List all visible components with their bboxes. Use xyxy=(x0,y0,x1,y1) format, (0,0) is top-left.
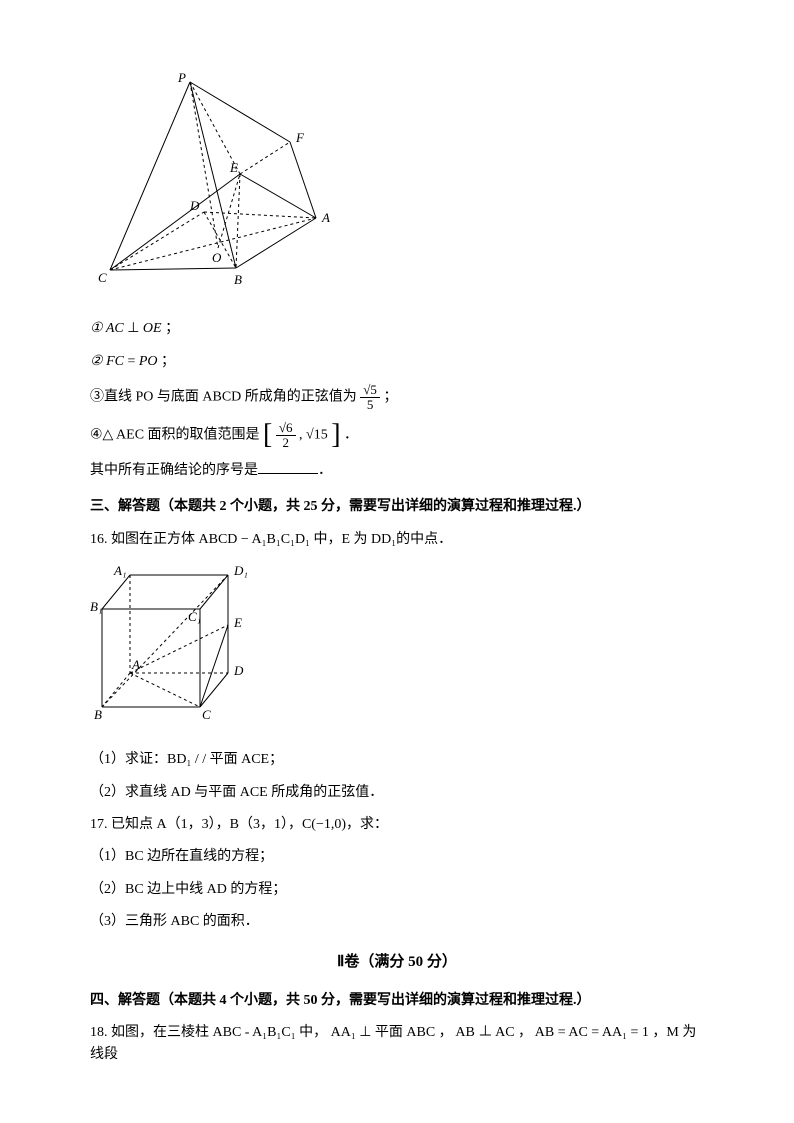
svg-text:E: E xyxy=(233,615,242,630)
section-4-heading: 四、解答题（本题共 4 个小题，共 50 分，需要写出详细的演算过程和推理过程.… xyxy=(90,990,704,1012)
svg-text:D: D xyxy=(233,663,244,678)
svg-text:C₁: C₁ xyxy=(188,609,201,624)
stmt3-post: ； xyxy=(383,390,397,405)
q17-part3: （3）三角形 ABC 的面积． xyxy=(90,911,704,933)
svg-text:A₁: A₁ xyxy=(113,563,126,578)
statement-4: ④△ AEC 面积的取值范围是 [ √6 2 , √15 ] ． xyxy=(90,421,704,449)
q17-part1: （1）BC 边所在直线的方程； xyxy=(90,846,704,868)
svg-text:C: C xyxy=(98,270,107,285)
stmt4-b: √15 xyxy=(306,428,328,443)
q16-part1: （1）求证：BD₁ / / 平面 ACE； xyxy=(90,749,704,771)
svg-text:C: C xyxy=(202,707,211,722)
statement-1: ① AC ⊥ OE ； xyxy=(90,318,704,340)
q17-text: 17. 已知点 A（1，3），B（3，1），C(−1,0)，求： xyxy=(90,814,704,836)
svg-text:A: A xyxy=(131,657,140,672)
figure-pyramid: P F E A D OB C xyxy=(90,70,704,308)
stmt3-pre: ③直线 PO 与底面 ABCD 所成角的正弦值为 xyxy=(90,390,357,405)
q18-text: 18. 如图，在三棱柱 ABC - A₁B₁C₁ 中， AA₁ ⊥ 平面 ABC… xyxy=(90,1022,704,1067)
section-3-heading: 三、解答题（本题共 2 个小题，共 25 分，需要写出详细的演算过程和推理过程.… xyxy=(90,496,704,518)
part2-heading: Ⅱ卷（满分 50 分） xyxy=(90,950,704,974)
svg-text:O: O xyxy=(212,250,222,265)
stmt4-end: ． xyxy=(344,428,358,443)
svg-text:A: A xyxy=(321,210,330,225)
figure-cube: A₁ D₁ B₁ C₁ E A D B C xyxy=(90,561,704,739)
conclusion-line: 其中所有正确结论的序号是． xyxy=(90,460,704,482)
statement-2: ② FC = PO ； xyxy=(90,351,704,373)
statement-3: ③直线 PO 与底面 ABCD 所成角的正弦值为 √5 5 ； xyxy=(90,383,704,411)
stmt4-frac-a: √6 2 xyxy=(276,421,296,449)
svg-text:D₁: D₁ xyxy=(233,563,248,578)
svg-text:D: D xyxy=(189,198,200,213)
q16-text: 16. 如图在正方体 ABCD − A₁B₁C₁D₁ 中，E 为 DD₁的中点． xyxy=(90,529,704,551)
svg-text:P: P xyxy=(177,70,186,85)
stmt3-frac: √5 5 xyxy=(360,383,380,411)
q16-part2: （2）求直线 AD 与平面 ACE 所成角的正弦值． xyxy=(90,782,704,804)
blank-fill xyxy=(258,460,318,474)
svg-text:B: B xyxy=(94,707,102,722)
svg-text:B₁: B₁ xyxy=(90,599,102,614)
conclude-text: 其中所有正确结论的序号是 xyxy=(90,463,258,478)
stmt4-pre: ④△ AEC 面积的取值范围是 xyxy=(90,428,260,443)
svg-text:E: E xyxy=(229,160,238,175)
svg-text:F: F xyxy=(295,130,305,145)
q17-part2: （2）BC 边上中线 AD 的方程； xyxy=(90,879,704,901)
svg-text:B: B xyxy=(234,272,242,287)
